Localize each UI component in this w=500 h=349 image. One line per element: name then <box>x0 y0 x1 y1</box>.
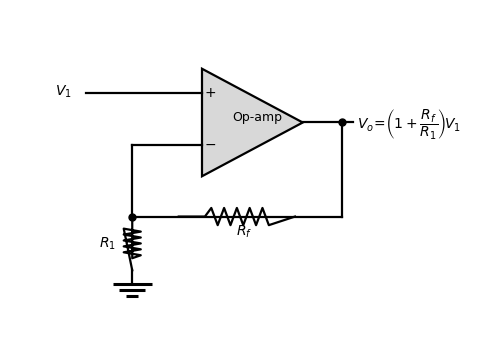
Text: Op-amp: Op-amp <box>232 111 282 124</box>
Text: $V_o\!=\!\left(1+\dfrac{R_f}{R_1}\right)\!V_1$: $V_o\!=\!\left(1+\dfrac{R_f}{R_1}\right)… <box>357 107 461 141</box>
Text: −: − <box>204 138 216 152</box>
Text: +: + <box>204 86 216 100</box>
Text: $R_f$: $R_f$ <box>236 223 253 239</box>
Text: $R_1$: $R_1$ <box>98 235 116 252</box>
Text: $V_1$: $V_1$ <box>56 83 72 100</box>
Polygon shape <box>202 69 303 176</box>
